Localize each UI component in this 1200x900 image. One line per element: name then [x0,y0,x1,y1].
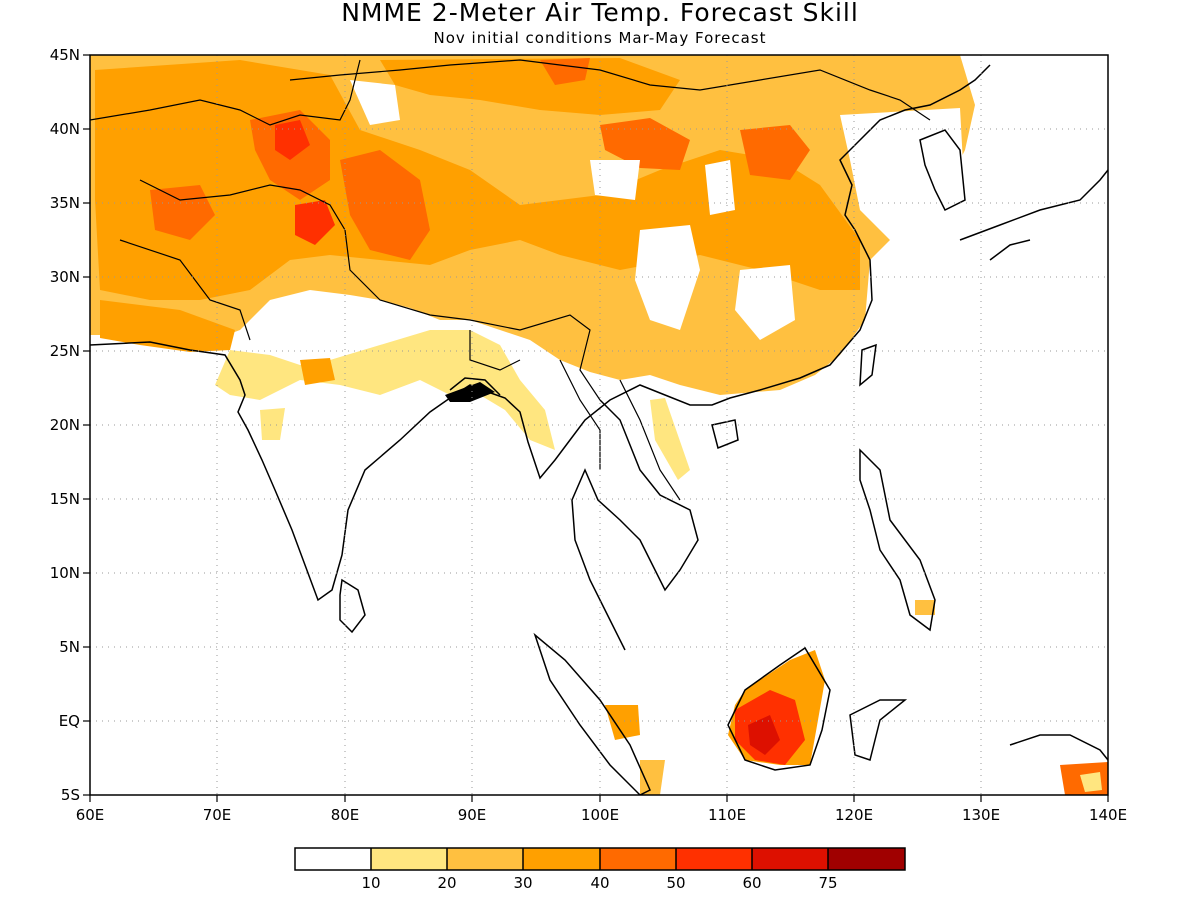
coastline-borneo [727,646,831,771]
colorbar-swatch [371,848,447,870]
colorbar-label: 30 [513,874,532,892]
colorbar: 10 20 30 40 50 60 75 [294,847,906,892]
skill-region-low [840,108,965,240]
lon-label: 110E [708,806,746,824]
colorbar-swatch [447,848,523,870]
colorbar-swatch [828,848,905,870]
skill-region-orange [100,300,235,352]
border [289,59,931,121]
coastline-indochina [571,399,699,651]
lon-label: 130E [962,806,1000,824]
lat-label: 15N [50,490,80,508]
lon-label: 60E [76,806,105,824]
coastline-taiwan [859,343,877,387]
skill-region-low [705,160,735,215]
skill-region-low [635,225,700,330]
lon-labels: 60E 70E 80E 90E 100E 110E 120E 130E 140E [76,806,1127,824]
colorbar-swatch [295,848,371,870]
colorbar-swatch [523,848,600,870]
lat-label: 5S [61,786,80,804]
map-subtitle: Nov initial conditions Mar-May Forecast [433,29,767,47]
coastline-philippines [859,448,936,632]
colorbar-swatch [676,848,752,870]
lat-label: 25N [50,342,80,360]
border [119,239,251,341]
lon-label: 140E [1089,806,1127,824]
skill-region-dark-orange [340,150,430,260]
skill-region-dark-orange [740,125,810,180]
colorbar-swatch [752,848,828,870]
skill-region-dark-orange [150,185,215,240]
lon-label: 70E [203,806,232,824]
skill-region-red [295,200,335,245]
skill-region-orange [380,58,680,115]
lon-label: 100E [581,806,619,824]
coastline-mainland [90,64,991,602]
coastline-bay-of-bengal-delta [449,377,501,396]
border [90,59,361,126]
colorbar-label: 20 [437,874,456,892]
lon-label: 120E [835,806,873,824]
coastline-sri-lanka [339,578,366,634]
colorbar-label: 75 [818,874,837,892]
border [559,359,601,470]
lat-label: 45N [50,46,80,64]
border [619,379,681,501]
skill-field [90,55,1108,795]
lat-label: 20N [50,416,80,434]
skill-region-sumatra [640,760,665,795]
lon-label: 80E [331,806,360,824]
colorbar-label: 40 [590,874,609,892]
lat-label: EQ [59,712,80,730]
skill-region-borneo-peak [748,715,780,755]
skill-region-yellow [260,408,285,440]
lon-label: 90E [458,806,487,824]
lat-label: 35N [50,194,80,212]
skill-region-sumatra [605,705,640,740]
colorbar-label: 10 [361,874,380,892]
lat-label: 5N [59,638,80,656]
lat-label: 40N [50,120,80,138]
skill-region-new-guinea [1080,772,1102,792]
coastline-korea [919,129,966,212]
coastline-sumatra [533,632,651,795]
skill-region-dark-orange [600,118,690,170]
skill-region-dark-orange [540,58,590,85]
coastline-hainan [711,419,739,450]
colorbar-label: 60 [742,874,761,892]
colorbar-label: 50 [666,874,685,892]
lat-labels: 45N 40N 35N 30N 25N 20N 15N 10N 5N EQ 5S [50,46,80,804]
border [469,330,521,371]
skill-region-philippines [915,600,935,615]
borders [90,59,931,501]
border [139,179,601,401]
skill-region-orange [300,358,335,385]
lat-label: 10N [50,564,80,582]
colorbar-swatch [600,848,676,870]
skill-region-low [350,80,400,125]
coastline-japan [959,169,1108,261]
lat-label: 30N [50,268,80,286]
coastline-new-guinea [1009,734,1108,761]
skill-region-red [275,120,310,160]
tick-marks [83,54,1109,802]
coastlines [90,64,1108,795]
coastline-sulawesi [849,699,908,761]
map-title: NMME 2-Meter Air Temp. Forecast Skill [341,0,859,27]
skill-region-low [590,160,640,200]
skill-region-yellow [650,398,690,480]
delta-fill [445,382,495,402]
skill-region-low [735,265,795,340]
